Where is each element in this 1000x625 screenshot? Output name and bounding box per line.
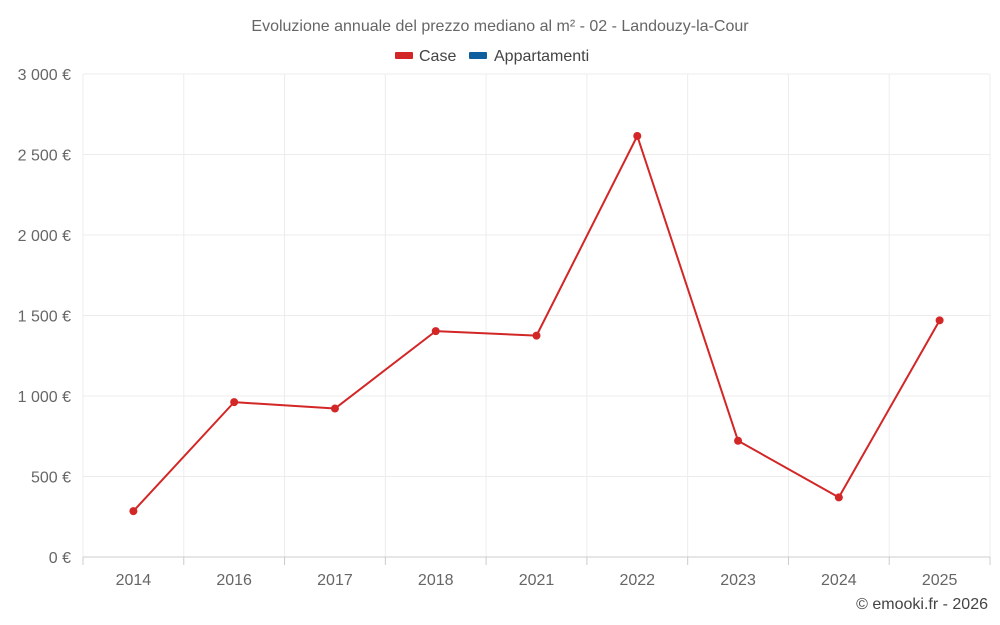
y-tick-label: 1 000 €: [18, 389, 71, 406]
legend: Case Appartamenti: [395, 48, 589, 65]
series-line: [132, 134, 941, 512]
data-point[interactable]: [330, 404, 339, 413]
legend-label-case: Case: [419, 48, 456, 65]
grid: [82, 73, 991, 557]
x-tick-label: 2025: [922, 572, 958, 589]
x-tick-label: 2021: [519, 572, 555, 589]
y-tick-label: 2 500 €: [18, 148, 71, 165]
x-tick-label: 2016: [216, 572, 252, 589]
x-tick-label: 2022: [619, 572, 655, 589]
series-case: [129, 131, 944, 516]
data-point[interactable]: [230, 398, 239, 407]
legend-label-appartamenti: Appartamenti: [494, 48, 589, 65]
legend-item-appartamenti[interactable]: Appartamenti: [469, 48, 589, 65]
y-axis: 0 € 500 € 1 000 € 1 500 € 2 000 € 2 500 € 3 00…: [18, 67, 71, 567]
x-axis: 2014 2016 2017 2018 2021 2022 2023 2024 2025: [82, 556, 991, 589]
data-point[interactable]: [633, 131, 642, 140]
y-tick-label: 2 000 €: [18, 228, 71, 245]
data-point[interactable]: [734, 436, 743, 445]
y-tick-label: 0 €: [49, 550, 71, 567]
y-tick-label: 3 000 €: [18, 67, 71, 84]
data-point[interactable]: [834, 493, 843, 502]
x-tick-label: 2014: [116, 572, 152, 589]
legend-item-case[interactable]: Case: [395, 48, 456, 65]
data-point[interactable]: [431, 327, 440, 336]
x-tick-label: 2024: [821, 572, 857, 589]
y-tick-label: 1 500 €: [18, 309, 71, 326]
x-tick-label: 2023: [720, 572, 756, 589]
chart-title: Evoluzione annuale del prezzo mediano al…: [251, 18, 749, 35]
data-point[interactable]: [129, 507, 138, 516]
legend-swatch-appartamenti: [469, 52, 487, 59]
legend-swatch-case: [395, 52, 413, 59]
x-tick-label: 2018: [418, 572, 454, 589]
data-point[interactable]: [532, 331, 541, 340]
y-tick-label: 500 €: [31, 470, 71, 487]
credit-text: © emooki.fr - 2026: [856, 596, 988, 613]
data-point[interactable]: [935, 316, 944, 325]
x-tick-label: 2017: [317, 572, 353, 589]
